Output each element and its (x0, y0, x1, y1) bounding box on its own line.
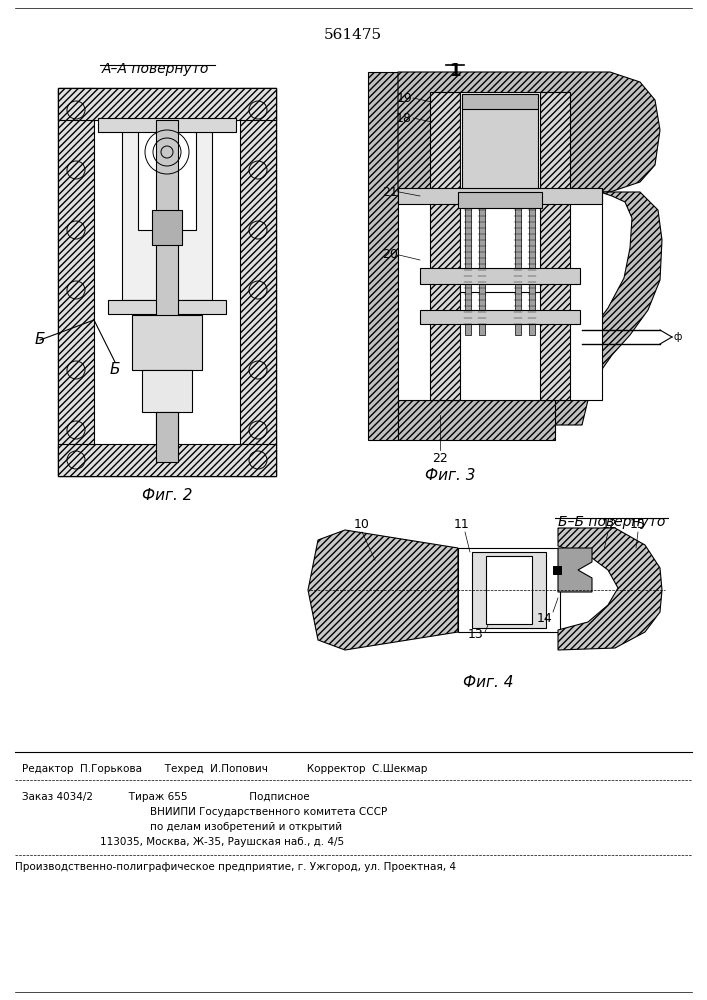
Text: Фиг. 2: Фиг. 2 (141, 488, 192, 503)
Bar (465, 205, 471, 335)
Text: Б–Б повернуто: Б–Б повернуто (558, 515, 665, 529)
Bar (458, 548, 560, 632)
Text: 1: 1 (449, 62, 461, 80)
Bar (430, 92, 460, 400)
Bar (515, 205, 521, 335)
Text: Фиг. 3: Фиг. 3 (425, 468, 475, 483)
Text: 11: 11 (454, 518, 470, 530)
Text: Б: Б (35, 332, 45, 348)
Polygon shape (555, 192, 662, 425)
Bar (152, 210, 182, 245)
Bar (142, 370, 192, 412)
Text: Редактор  П.Горькова       Техред  И.Попович            Корректор  С.Шекмар: Редактор П.Горькова Техред И.Попович Кор… (22, 764, 427, 774)
Text: Заказ 4034/2           Тираж 655                   Подписное: Заказ 4034/2 Тираж 655 Подписное (22, 792, 310, 802)
Text: по делам изобретений и открытий: по делам изобретений и открытий (150, 822, 342, 832)
Bar (240, 88, 276, 476)
Text: 22: 22 (432, 452, 448, 465)
Bar (420, 268, 580, 284)
Bar (462, 94, 538, 109)
Text: ф: ф (674, 332, 682, 342)
Text: Производственно-полиграфическое предприятие, г. Ужгород, ул. Проектная, 4: Производственно-полиграфическое предприя… (15, 862, 456, 872)
Bar (98, 118, 236, 132)
Bar (479, 205, 485, 335)
Bar (460, 92, 540, 292)
Text: 18: 18 (396, 111, 412, 124)
Bar (122, 120, 212, 300)
Text: А–А повернуто: А–А повернуто (101, 62, 209, 76)
Text: 12: 12 (602, 518, 618, 530)
Bar (458, 192, 542, 208)
Bar (58, 88, 94, 476)
Text: 14: 14 (537, 611, 553, 624)
Bar (420, 310, 580, 324)
Polygon shape (398, 400, 555, 440)
Text: 15: 15 (630, 518, 646, 530)
Text: 21: 21 (382, 186, 398, 198)
Text: 19: 19 (396, 92, 412, 104)
Bar (132, 315, 202, 370)
Bar (156, 120, 178, 440)
Text: Б: Б (110, 362, 120, 377)
Polygon shape (558, 548, 592, 592)
Polygon shape (398, 72, 660, 192)
Bar (529, 205, 535, 335)
Polygon shape (368, 72, 398, 440)
Text: 10: 10 (354, 518, 370, 530)
Text: 113035, Москва, Ж-35, Раушская наб., д. 4/5: 113035, Москва, Ж-35, Раушская наб., д. … (100, 837, 344, 847)
Text: 13: 13 (468, 629, 484, 642)
Bar (58, 88, 276, 476)
Bar (462, 94, 538, 194)
Text: 561475: 561475 (324, 28, 382, 42)
Bar (486, 556, 532, 624)
Text: Фиг. 4: Фиг. 4 (463, 675, 513, 690)
Bar (398, 188, 602, 204)
Bar (553, 566, 561, 574)
Polygon shape (308, 530, 458, 650)
Polygon shape (558, 528, 662, 650)
Bar (108, 300, 226, 314)
Bar (398, 192, 602, 400)
Bar (472, 552, 546, 628)
Text: 20: 20 (382, 248, 398, 261)
Bar (540, 92, 570, 400)
Bar (138, 130, 196, 230)
Bar (156, 412, 178, 462)
Text: ВНИИПИ Государственного комитета СССР: ВНИИПИ Государственного комитета СССР (150, 807, 387, 817)
Bar (58, 444, 276, 476)
Bar (58, 88, 276, 120)
